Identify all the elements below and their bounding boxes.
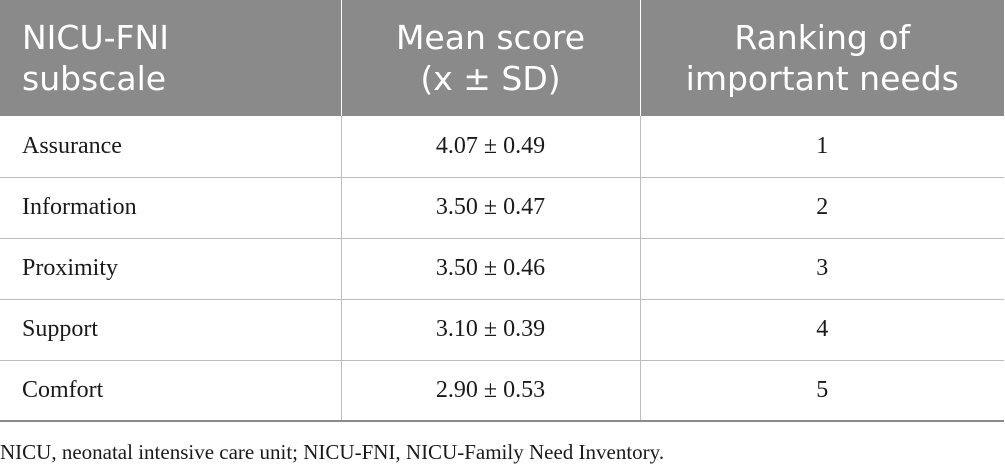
cell-subscale: Support bbox=[0, 299, 341, 361]
cell-subscale: Proximity bbox=[0, 238, 341, 300]
cell-mean-score: 4.07 ± 0.49 bbox=[340, 116, 640, 178]
header-mean-score: Mean score (x ± SD) bbox=[340, 0, 640, 116]
table-footnote: NICU, neonatal intensive care unit; NICU… bbox=[0, 440, 665, 464]
table-row: Information 3.50 ± 0.47 2 bbox=[0, 177, 1004, 239]
header-subscale-line-1: NICU-FNI bbox=[22, 18, 169, 57]
cell-subscale: Comfort bbox=[0, 360, 341, 422]
table-body: Assurance 4.07 ± 0.49 1 Information 3.50… bbox=[0, 116, 1004, 422]
header-mean-line-1: Mean score bbox=[395, 18, 586, 57]
cell-subscale: Assurance bbox=[0, 116, 341, 178]
header-subscale: NICU-FNI subscale bbox=[0, 0, 341, 116]
cell-subscale: Information bbox=[0, 177, 341, 239]
cell-ranking: 3 bbox=[639, 238, 1004, 300]
table-row: Proximity 3.50 ± 0.46 3 bbox=[0, 238, 1004, 300]
header-ranking-line-2: important needs bbox=[685, 59, 959, 98]
header-ranking-line-1: Ranking of bbox=[734, 18, 911, 57]
cell-ranking: 4 bbox=[639, 299, 1004, 361]
cell-mean-score: 3.10 ± 0.39 bbox=[340, 299, 640, 361]
header-mean-line-2: (x ± SD) bbox=[420, 59, 561, 98]
cell-ranking: 2 bbox=[639, 177, 1004, 239]
table-row: Assurance 4.07 ± 0.49 1 bbox=[0, 116, 1004, 178]
header-ranking: Ranking of important needs bbox=[639, 0, 1004, 116]
cell-mean-score: 2.90 ± 0.53 bbox=[340, 360, 640, 422]
table-row: Comfort 2.90 ± 0.53 5 bbox=[0, 360, 1004, 422]
cell-mean-score: 3.50 ± 0.47 bbox=[340, 177, 640, 239]
cell-mean-score: 3.50 ± 0.46 bbox=[340, 238, 640, 300]
table-header: NICU-FNI subscale Mean score (x ± SD) Ra… bbox=[0, 0, 1004, 116]
header-row: NICU-FNI subscale Mean score (x ± SD) Ra… bbox=[0, 0, 1004, 116]
cell-ranking: 5 bbox=[639, 360, 1004, 422]
table-row: Support 3.10 ± 0.39 4 bbox=[0, 299, 1004, 361]
header-subscale-line-2: subscale bbox=[22, 59, 167, 98]
cell-ranking: 1 bbox=[639, 116, 1004, 178]
needs-table: NICU-FNI subscale Mean score (x ± SD) Ra… bbox=[0, 0, 1004, 422]
